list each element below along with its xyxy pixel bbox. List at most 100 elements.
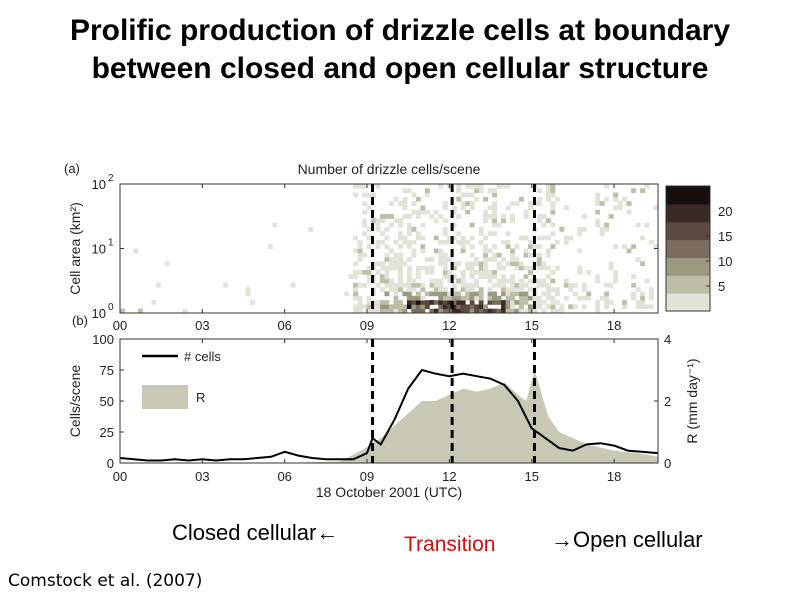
heatmap-cell <box>442 231 448 236</box>
heatmap-cell <box>478 274 484 279</box>
colorbar-swatch <box>666 293 710 312</box>
heatmap-cell <box>487 308 493 314</box>
heatmap-cell <box>563 282 569 288</box>
heatmap-cell <box>398 265 403 271</box>
heatmap-cell <box>375 270 381 275</box>
heatmap-cell <box>402 235 408 241</box>
heatmap-cell <box>550 184 556 189</box>
heatmap-cell <box>563 239 569 245</box>
heatmap-cell <box>308 227 314 232</box>
heatmap-cell <box>389 201 394 206</box>
heatmap-cell <box>362 252 367 258</box>
heatmap-cell <box>362 192 367 198</box>
panel-b-x-tick-label: 06 <box>277 469 291 484</box>
heatmap-cell <box>474 188 480 193</box>
heatmap-cell <box>424 209 430 215</box>
heatmap-cell <box>537 295 542 301</box>
heatmap-cell <box>420 308 426 314</box>
heatmap-cell <box>554 308 560 314</box>
heatmap-cell <box>398 282 403 288</box>
panel-b-y-tick-right-label: 0 <box>664 456 671 471</box>
heatmap-cell <box>442 304 448 310</box>
colorbar-swatch <box>666 239 710 258</box>
heatmap-cell <box>460 192 466 198</box>
heatmap-cell <box>456 300 462 305</box>
heatmap-cell <box>501 300 506 305</box>
heatmap-cell <box>469 295 475 301</box>
heatmap-cell <box>393 304 399 310</box>
heatmap-cell <box>487 270 493 275</box>
heatmap-cell <box>429 270 435 275</box>
heatmap-cell <box>353 235 358 241</box>
heatmap-cell <box>537 214 542 219</box>
heatmap-cell <box>415 295 421 301</box>
heatmap-cell <box>429 265 435 271</box>
panel-a-x-tick-label: 06 <box>277 318 291 333</box>
heatmap-cell <box>469 265 475 271</box>
heatmap-cell <box>568 287 574 292</box>
heatmap-cell <box>483 248 488 254</box>
heatmap-cell <box>451 300 457 305</box>
heatmap-cell <box>478 239 484 245</box>
heatmap-cell <box>433 218 439 224</box>
heatmap-cell <box>267 244 273 249</box>
heatmap-cell <box>501 282 506 288</box>
heatmap-cell <box>429 300 435 305</box>
heatmap-cell <box>451 222 457 228</box>
heatmap-cell <box>474 295 480 301</box>
heatmap-cell <box>559 308 565 314</box>
heatmap-cell <box>519 300 524 305</box>
heatmap-cell <box>406 222 412 228</box>
heatmap-cell <box>510 308 515 314</box>
heatmap-cell <box>420 287 426 292</box>
colorbar-tick-label: 10 <box>718 254 732 269</box>
panel-b-y-tick-label: 50 <box>100 394 114 409</box>
heatmap-cell <box>433 209 439 215</box>
heatmap-cell <box>492 300 497 305</box>
heatmap-cell <box>398 244 403 249</box>
colorbar-swatch <box>666 257 710 276</box>
heatmap-cell <box>442 274 448 279</box>
heatmap-cell <box>415 270 421 275</box>
heatmap-cell <box>631 291 636 297</box>
heatmap-cell <box>469 192 475 198</box>
heatmap-cell <box>510 248 515 254</box>
heatmap-cell <box>478 265 484 271</box>
heatmap-cell <box>510 291 515 297</box>
heatmap-cell <box>604 222 610 228</box>
heatmap-cell <box>353 282 358 288</box>
heatmap-cell <box>415 291 421 297</box>
heatmap-cell <box>483 265 488 271</box>
heatmap-cell <box>438 291 444 297</box>
heatmap-cell <box>353 192 358 198</box>
heatmap-cell <box>514 257 520 262</box>
heatmap-cell <box>523 282 529 288</box>
heatmap-cell <box>456 278 462 284</box>
heatmap-cell <box>514 244 520 249</box>
heatmap-cell <box>631 295 636 301</box>
heatmap-cell <box>384 227 390 232</box>
heatmap-cell <box>447 278 453 284</box>
heatmap-cell <box>371 192 376 198</box>
heatmap-cell <box>478 261 484 267</box>
heatmap-cell <box>447 239 453 245</box>
heatmap-cell <box>366 235 372 241</box>
heatmap-cell <box>451 205 457 211</box>
heatmap-cell <box>420 282 426 288</box>
heatmap-cell <box>644 278 650 284</box>
heatmap-cell <box>505 184 511 189</box>
heatmap-cell <box>456 196 462 202</box>
heatmap-cell <box>357 257 363 262</box>
heatmap-cell <box>483 261 488 267</box>
panel-a-x-tick-label: 15 <box>525 318 539 333</box>
heatmap-cell <box>411 278 417 284</box>
heatmap-cell <box>599 227 605 232</box>
heatmap-cell <box>631 282 636 288</box>
heatmap-cell <box>474 278 480 284</box>
heatmap-cell <box>465 291 471 297</box>
heatmap-cell <box>137 308 143 314</box>
heatmap-cell <box>415 274 421 279</box>
heatmap-cell <box>545 252 551 258</box>
heatmap-cell <box>523 308 529 314</box>
heatmap-cell <box>460 278 466 284</box>
